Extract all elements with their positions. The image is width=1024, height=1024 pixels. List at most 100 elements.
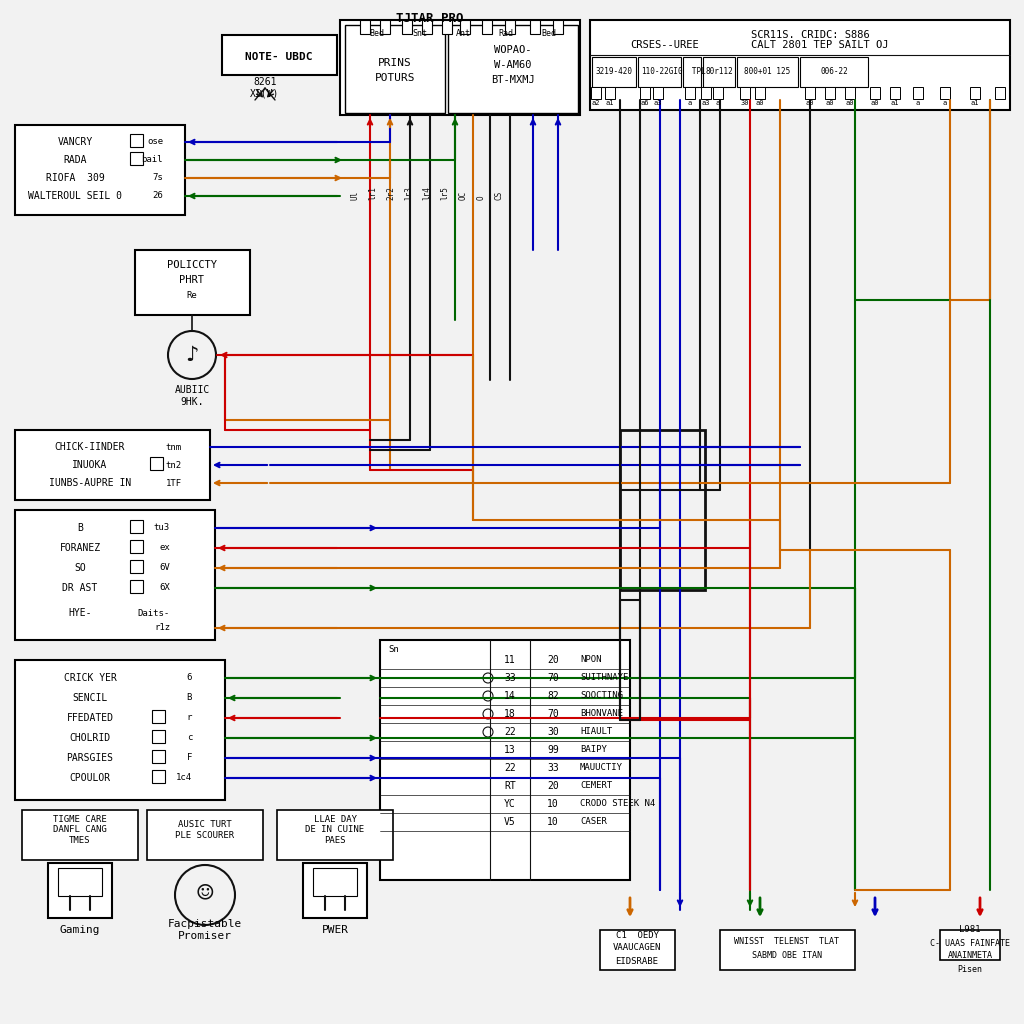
Text: IUNBS-AUPRE IN: IUNBS-AUPRE IN (49, 478, 131, 488)
Text: CPOULOR: CPOULOR (70, 773, 111, 783)
Bar (870, 87, 880, 99)
Bar (152, 750, 165, 763)
Bar (845, 87, 855, 99)
Text: a: a (688, 100, 692, 106)
Bar (740, 87, 750, 99)
Text: a1: a1 (891, 100, 899, 106)
Text: BHONVANE: BHONVANE (580, 710, 623, 719)
Text: VANCRY: VANCRY (57, 137, 92, 147)
Bar (130, 152, 143, 165)
Bar (360, 20, 370, 34)
Text: B: B (186, 693, 193, 702)
Bar (940, 87, 950, 99)
Text: ose: ose (146, 137, 163, 146)
Bar (591, 87, 601, 99)
Text: V5: V5 (504, 817, 516, 827)
Text: a0: a0 (756, 100, 764, 106)
Bar (130, 540, 143, 553)
Text: Ul: Ul (350, 190, 359, 200)
Bar (720, 930, 855, 970)
Text: 18: 18 (504, 709, 516, 719)
Bar (800, 57, 868, 87)
Text: 26: 26 (153, 191, 163, 201)
Text: ☺: ☺ (197, 879, 213, 907)
Bar (130, 560, 143, 573)
Text: PHRT: PHRT (179, 275, 205, 285)
Text: r: r (186, 714, 193, 723)
Text: a1: a1 (971, 100, 979, 106)
Text: 70: 70 (547, 709, 559, 719)
Text: lr1: lr1 (369, 186, 378, 200)
Text: Gaming: Gaming (59, 925, 100, 935)
Text: lr4: lr4 (423, 186, 431, 200)
Text: RIOFA  309: RIOFA 309 (46, 173, 104, 183)
Bar (482, 20, 492, 34)
Text: a: a (943, 100, 947, 106)
Text: INUOKA: INUOKA (73, 460, 108, 470)
Text: Bed: Bed (370, 29, 384, 38)
Bar (48, 863, 112, 918)
Text: ♪: ♪ (185, 345, 199, 365)
Text: EIDSRABE: EIDSRABE (615, 956, 658, 966)
Text: AUSIC TURT
PLE SCOURER: AUSIC TURT PLE SCOURER (175, 820, 234, 840)
Text: Sn: Sn (388, 645, 398, 654)
Bar (530, 20, 540, 34)
Bar (449, 25, 578, 113)
Text: WOPAO-: WOPAO- (495, 45, 531, 55)
Text: 1TF: 1TF (166, 478, 182, 487)
Bar (22, 810, 138, 860)
Text: Daits-: Daits- (138, 608, 170, 617)
Text: CRICK YER: CRICK YER (63, 673, 117, 683)
Text: 22: 22 (504, 763, 516, 773)
Bar (130, 580, 143, 593)
Text: W-AM60: W-AM60 (495, 60, 531, 70)
Text: PWER: PWER (322, 925, 348, 935)
Text: HYE-: HYE- (69, 608, 92, 618)
Text: SUITHNAYE: SUITHNAYE (580, 674, 629, 683)
Text: Bed: Bed (542, 29, 556, 38)
Text: MAUUCTIY: MAUUCTIY (580, 764, 623, 772)
Text: SCR11S. CRIDC: S886: SCR11S. CRIDC: S886 (751, 30, 869, 40)
Bar (380, 20, 390, 34)
Text: YC: YC (504, 799, 516, 809)
Bar (402, 20, 412, 34)
Bar (152, 710, 165, 723)
Bar (600, 930, 675, 970)
Text: Ant: Ant (456, 29, 470, 38)
Text: 10: 10 (547, 799, 559, 809)
Text: RADA: RADA (63, 155, 87, 165)
Bar (683, 57, 701, 87)
Text: NOTE- UBDC: NOTE- UBDC (246, 52, 312, 62)
Text: 1c4: 1c4 (176, 773, 193, 782)
Text: HIAULT: HIAULT (580, 727, 612, 736)
Text: 82: 82 (547, 691, 559, 701)
Text: a1: a1 (606, 100, 614, 106)
Bar (147, 810, 263, 860)
Text: a0: a0 (870, 100, 880, 106)
Text: tu3: tu3 (154, 523, 170, 532)
Text: CRODO STEEK N4: CRODO STEEK N4 (580, 800, 655, 809)
Bar (222, 35, 337, 75)
Text: Facpistable
Promiser: Facpistable Promiser (168, 920, 242, 941)
Bar (553, 20, 563, 34)
Bar (805, 87, 815, 99)
Text: LLAE DAY
DE IN CUINE
PAES: LLAE DAY DE IN CUINE PAES (305, 815, 365, 845)
Text: TJTAR PRO: TJTAR PRO (396, 11, 464, 25)
Text: B: B (77, 523, 83, 534)
Bar (913, 87, 923, 99)
Bar (130, 520, 143, 534)
Text: 10: 10 (547, 817, 559, 827)
Text: SOOCTING: SOOCTING (580, 691, 623, 700)
Text: XI(V): XI(V) (250, 88, 280, 98)
Text: a0: a0 (806, 100, 814, 106)
Text: lr3: lr3 (404, 186, 414, 200)
Bar (150, 457, 163, 470)
Text: SENCIL: SENCIL (73, 693, 108, 703)
Text: 006-22: 006-22 (820, 68, 848, 77)
Bar (638, 57, 681, 87)
Text: 11: 11 (504, 655, 516, 665)
Text: 20: 20 (547, 781, 559, 791)
Bar (825, 87, 835, 99)
Bar (737, 57, 798, 87)
Text: 33: 33 (504, 673, 516, 683)
